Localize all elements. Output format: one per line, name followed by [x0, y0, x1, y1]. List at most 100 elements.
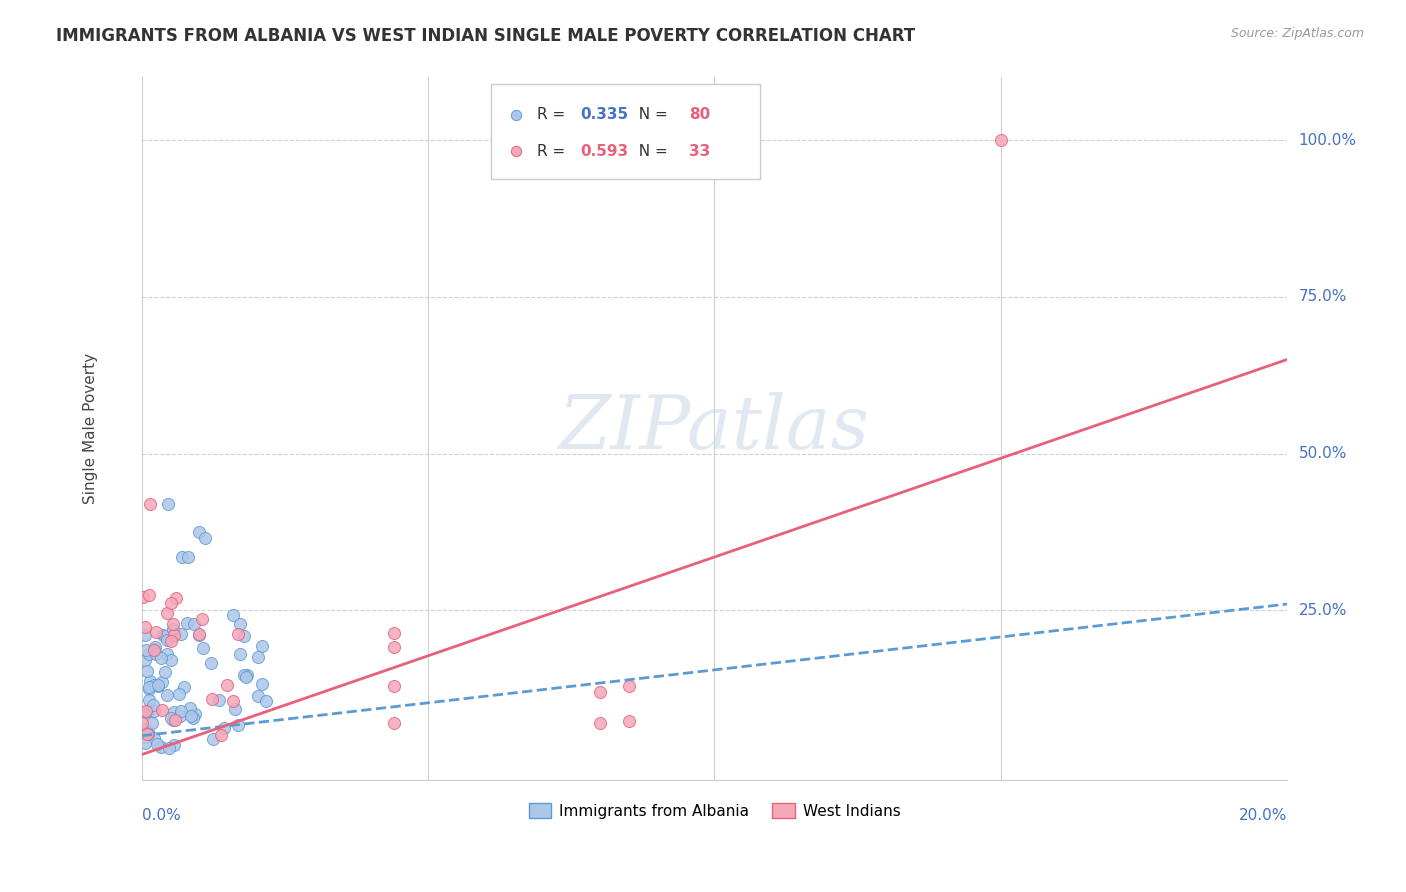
Point — [250, 639, 273, 653]
Point — [142, 642, 165, 657]
Point — [200, 656, 222, 670]
Point — [233, 668, 256, 682]
Point — [170, 549, 193, 564]
Point — [134, 722, 156, 736]
Point — [156, 633, 179, 648]
Point — [222, 693, 245, 707]
Point — [138, 682, 160, 697]
Point — [170, 705, 193, 719]
Point — [156, 688, 179, 702]
Point — [136, 727, 159, 741]
Point — [142, 698, 165, 713]
Point — [617, 679, 640, 693]
Point — [143, 678, 166, 692]
Point — [169, 708, 191, 723]
Point — [136, 727, 159, 741]
FancyBboxPatch shape — [491, 85, 761, 179]
Point — [141, 715, 163, 730]
Point — [990, 133, 1012, 147]
Point — [382, 716, 405, 731]
Point — [145, 647, 167, 661]
Point — [138, 588, 160, 602]
Point — [229, 647, 252, 661]
Point — [183, 616, 205, 631]
Legend: Immigrants from Albania, West Indians: Immigrants from Albania, West Indians — [523, 797, 907, 824]
Point — [146, 679, 169, 693]
Point — [201, 691, 224, 706]
Point — [188, 627, 211, 641]
Point — [226, 717, 249, 731]
Point — [143, 640, 166, 655]
Point — [247, 689, 270, 703]
Point — [235, 670, 257, 684]
Point — [132, 590, 155, 604]
Point — [165, 713, 187, 727]
Text: R =: R = — [537, 144, 569, 159]
Point — [143, 642, 166, 657]
Point — [217, 678, 239, 692]
Point — [382, 625, 405, 640]
Point — [181, 711, 204, 725]
Text: Source: ZipAtlas.com: Source: ZipAtlas.com — [1230, 27, 1364, 40]
Point — [156, 607, 179, 621]
Point — [165, 591, 187, 605]
Point — [214, 721, 236, 735]
Point — [382, 640, 405, 654]
Point — [160, 653, 183, 667]
Point — [134, 705, 156, 719]
Point — [136, 724, 159, 739]
Point — [187, 627, 209, 641]
Point — [176, 616, 198, 631]
Point — [162, 629, 184, 643]
Text: ZIPatlas: ZIPatlas — [560, 392, 870, 465]
Point — [183, 707, 205, 722]
Point — [135, 704, 157, 718]
Point — [193, 640, 215, 655]
Point — [208, 692, 231, 706]
Point — [160, 633, 183, 648]
Point — [138, 680, 160, 694]
Point — [155, 629, 177, 643]
Point — [160, 596, 183, 610]
Text: R =: R = — [537, 107, 569, 122]
Point — [163, 705, 186, 719]
Point — [250, 676, 273, 690]
Point — [148, 678, 170, 692]
Point — [156, 647, 179, 661]
Point — [136, 665, 159, 679]
Point — [188, 524, 211, 539]
Text: IMMIGRANTS FROM ALBANIA VS WEST INDIAN SINGLE MALE POVERTY CORRELATION CHART: IMMIGRANTS FROM ALBANIA VS WEST INDIAN S… — [56, 27, 915, 45]
Text: 50.0%: 50.0% — [1298, 446, 1347, 461]
Point — [152, 628, 174, 642]
Point — [201, 731, 224, 746]
Text: 0.0%: 0.0% — [142, 807, 180, 822]
Point — [194, 531, 217, 545]
Point — [246, 649, 269, 664]
Text: Single Male Poverty: Single Male Poverty — [83, 353, 98, 504]
Point — [139, 497, 162, 511]
Point — [138, 647, 160, 661]
Point — [589, 685, 612, 699]
Point — [136, 704, 159, 718]
Point — [382, 679, 405, 693]
Point — [233, 629, 256, 643]
Point — [179, 701, 201, 715]
Point — [170, 627, 193, 641]
Point — [131, 715, 153, 730]
Point — [134, 627, 156, 641]
Point — [190, 612, 212, 626]
Point — [150, 650, 173, 665]
Point — [167, 687, 190, 701]
Point — [160, 711, 183, 725]
Point — [254, 693, 277, 707]
Point — [145, 738, 167, 752]
Text: N =: N = — [628, 107, 672, 122]
Point — [162, 622, 184, 636]
Point — [134, 653, 156, 667]
Point — [139, 673, 162, 688]
Text: 80: 80 — [689, 107, 710, 122]
Point — [150, 703, 173, 717]
Point — [224, 702, 246, 716]
Point — [589, 716, 612, 731]
Point — [134, 731, 156, 745]
